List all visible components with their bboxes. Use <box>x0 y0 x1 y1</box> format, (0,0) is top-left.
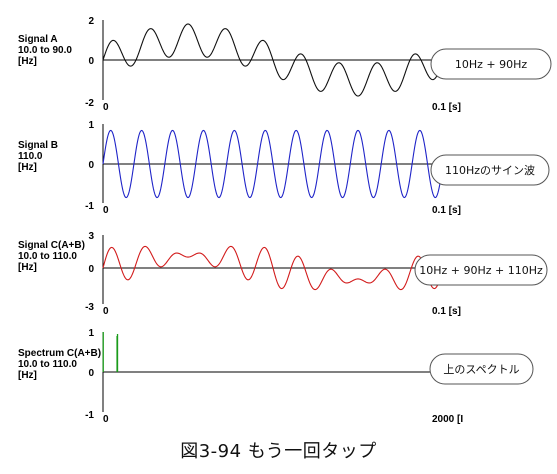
y-tick-label: 1 <box>88 328 94 339</box>
y-tick-label: 0 <box>88 264 94 275</box>
panel-label-line: 10.0 to 110.0 <box>18 359 77 370</box>
series-line <box>102 245 444 291</box>
y-tick-label: 2 <box>88 16 94 27</box>
y-tick-label: -1 <box>85 410 94 421</box>
figure-caption: 図3-94 もう一回タップ <box>180 441 377 462</box>
y-tick-label: -3 <box>85 302 94 313</box>
panel-label-line: Signal B <box>18 140 58 151</box>
x-tick-label: 0 <box>103 306 109 317</box>
x-tick-label: 2000 [I <box>432 414 463 425</box>
series-line <box>102 129 444 199</box>
callout-bubble <box>414 254 548 286</box>
x-tick-label: 0.1 [s] <box>432 102 461 113</box>
y-tick-label: 0 <box>88 368 94 379</box>
panel-label-line: Signal A <box>18 34 58 45</box>
callout-bubble <box>430 48 552 80</box>
callout-text: 110Hzのサイン波 <box>445 164 535 177</box>
panel-label-line: [Hz] <box>18 262 37 273</box>
panel-label-line: 110.0 <box>18 151 43 162</box>
y-tick-label: 1 <box>88 120 94 131</box>
panel-label-line: 10.0 to 90.0 <box>18 45 72 56</box>
x-tick-label: 0.1 [s] <box>432 306 461 317</box>
panel-label-line: [Hz] <box>18 162 37 173</box>
x-tick-label: 0 <box>103 414 109 425</box>
y-tick-label: 3 <box>88 231 94 242</box>
y-tick-label: 0 <box>88 56 94 67</box>
callout-text: 上のスペクトル <box>443 363 519 376</box>
callout-text: 10Hz + 90Hz + 110Hz <box>419 264 543 277</box>
y-tick-label: -1 <box>85 201 94 212</box>
panel-label-line: 10.0 to 110.0 <box>18 251 77 262</box>
panel-label-line: Spectrum C(A+B) <box>18 348 101 359</box>
callout-bubble <box>430 154 550 186</box>
y-tick-label: 0 <box>88 160 94 171</box>
callout-text: 10Hz + 90Hz <box>455 58 528 71</box>
x-tick-label: 0.1 [s] <box>432 205 461 216</box>
y-tick-label: -2 <box>85 98 94 109</box>
panel-label-line: [Hz] <box>18 370 37 381</box>
panel-label-line: [Hz] <box>18 56 37 67</box>
series-line <box>102 23 444 97</box>
x-tick-label: 0 <box>103 205 109 216</box>
callout-bubble <box>429 353 534 385</box>
x-tick-label: 0 <box>103 102 109 113</box>
panel-label-line: Signal C(A+B) <box>18 240 85 251</box>
